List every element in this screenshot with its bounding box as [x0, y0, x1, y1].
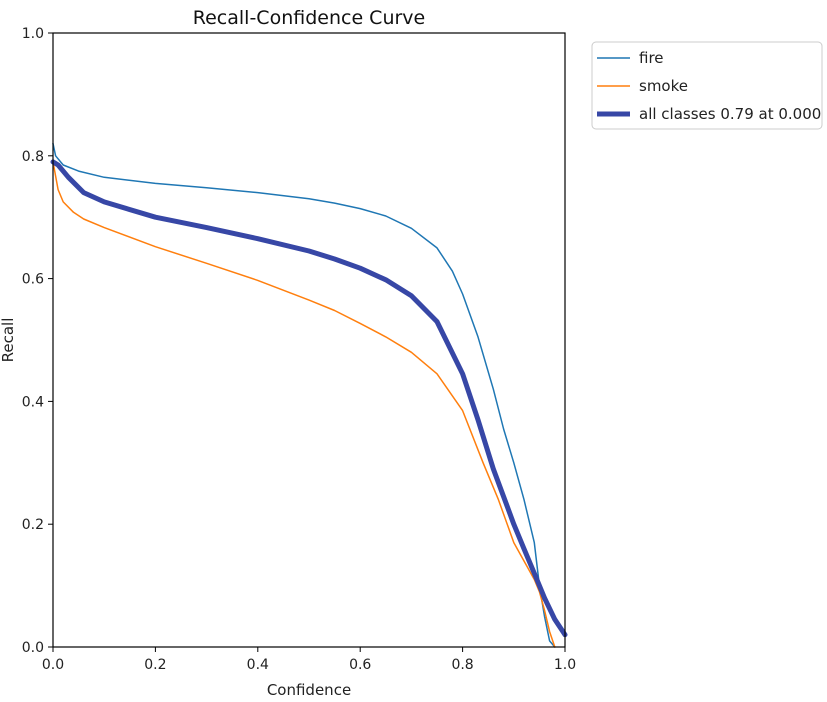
y-tick-label: 0.6 — [22, 272, 44, 288]
x-tick-label: 0.8 — [451, 657, 473, 673]
x-tick-label: 0.2 — [144, 657, 166, 673]
plot-frame — [52, 32, 566, 648]
y-tick-label: 0.8 — [22, 149, 44, 165]
x-tick-label: 0.4 — [247, 657, 269, 673]
x-axis-label: Confidence — [267, 681, 351, 699]
y-tick-label: 0.2 — [22, 517, 44, 533]
y-tick-label: 0.4 — [22, 394, 44, 410]
legend-label-smoke: smoke — [639, 77, 688, 95]
y-tick-label: 1.0 — [22, 26, 44, 42]
x-tick-label: 0.6 — [349, 657, 371, 673]
x-tick-label: 1.0 — [554, 657, 576, 673]
legend-label-fire: fire — [639, 49, 664, 67]
series-line-fire — [52, 142, 556, 648]
legend: fire smoke all classes 0.79 at 0.000 — [591, 41, 823, 130]
x-axis-ticks: 0.0 0.2 0.4 0.6 0.8 1.0 — [42, 647, 576, 673]
legend-label-all-classes: all classes 0.79 at 0.000 — [639, 105, 821, 123]
y-axis-label: Recall — [0, 318, 17, 363]
series-lines — [50, 142, 568, 648]
y-axis-ticks: 0.0 0.2 0.4 0.6 0.8 1.0 — [22, 26, 53, 656]
series-line-all-classes — [50, 159, 568, 638]
x-tick-label: 0.0 — [42, 657, 64, 673]
chart-title: Recall-Confidence Curve — [193, 7, 425, 29]
y-tick-label: 0.0 — [22, 640, 44, 656]
legend-box — [591, 41, 823, 130]
